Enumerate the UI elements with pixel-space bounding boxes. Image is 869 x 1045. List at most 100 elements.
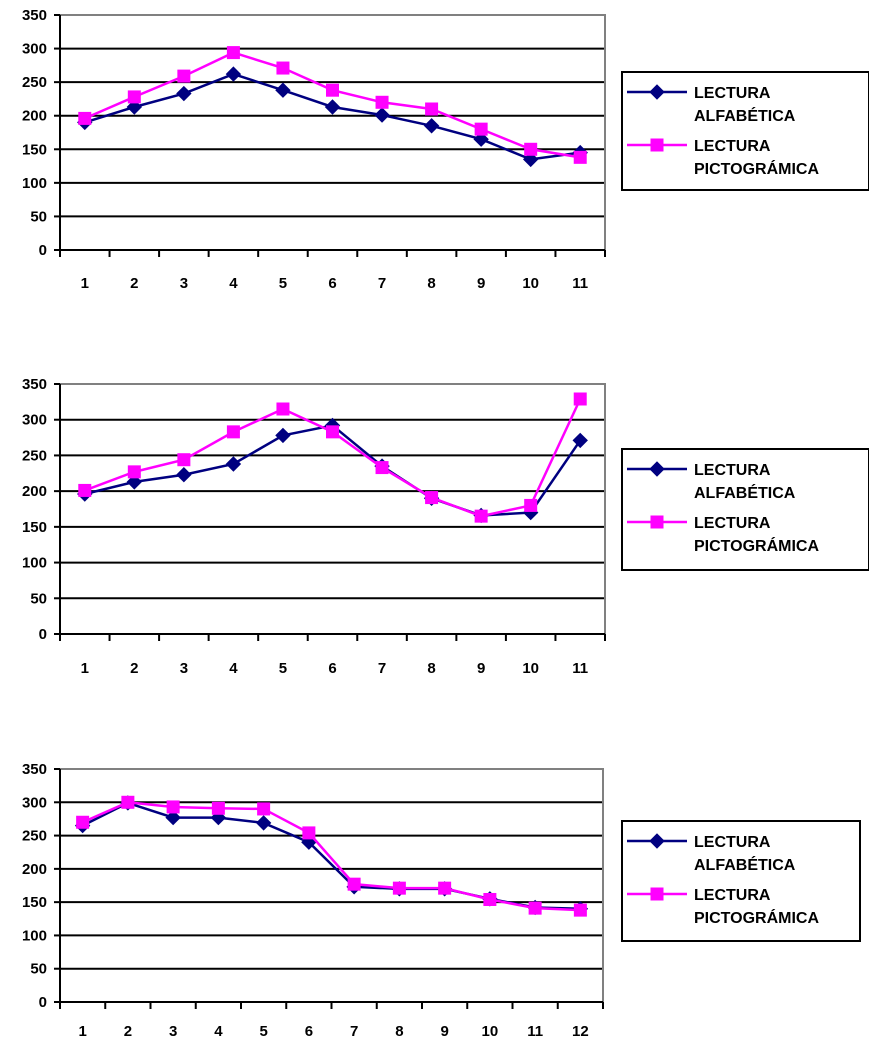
y-tick-label: 200 [22, 108, 47, 125]
x-tick-label: 2 [130, 275, 138, 292]
y-tick-label: 300 [22, 412, 47, 429]
data-point-pictogramica [127, 90, 141, 104]
data-point-alfabetica [176, 467, 192, 483]
data-point-pictogramica [76, 815, 90, 829]
x-tick-label: 4 [229, 660, 238, 677]
x-tick-label: 7 [350, 1023, 358, 1040]
y-tick-label: 300 [22, 794, 47, 811]
data-point-alfabetica [225, 66, 242, 82]
x-tick-label: 1 [81, 660, 89, 677]
series-line-pictogramica [84, 398, 582, 518]
data-point-pictogramica [573, 903, 587, 917]
data-point-pictogramica [524, 498, 538, 512]
legend-marker-square [650, 515, 664, 529]
legend-marker-square [650, 887, 664, 901]
y-tick-label: 50 [30, 590, 47, 607]
legend-marker-diamond [649, 84, 665, 100]
x-tick-label: 8 [427, 660, 435, 677]
data-point-pictogramica [326, 83, 339, 97]
legend-label: ALFABÉTICA [694, 483, 796, 502]
legend-label: LECTURA [694, 515, 771, 532]
x-tick-label: 9 [440, 1023, 448, 1040]
data-point-pictogramica [375, 95, 389, 109]
data-point-pictogramica [257, 802, 271, 816]
x-tick-label: 9 [477, 275, 485, 292]
plot-area [59, 14, 606, 251]
y-tick-label: 200 [22, 483, 47, 500]
y-tick-label: 350 [22, 7, 47, 24]
x-tick-label: 4 [229, 275, 238, 292]
data-point-pictogramica [425, 102, 439, 116]
data-point-alfabetica [423, 118, 440, 134]
y-tick-label: 50 [30, 208, 47, 225]
data-point-pictogramica [326, 425, 339, 439]
chart-svg-1: 0 50 100 150 200 250 300 350 1 2 3 4 5 6 7 8 9 10 11 LECTUR… [22, 7, 869, 292]
y-tick-label: 100 [22, 927, 47, 944]
y-tick-label: 100 [22, 175, 47, 192]
y-tick-label: 200 [22, 861, 47, 878]
x-tick-label: 11 [572, 660, 588, 677]
y-tick-label: 150 [22, 519, 47, 536]
data-point-alfabetica [126, 474, 143, 490]
y-tick-label: 350 [22, 761, 47, 778]
legend-label: LECTURA [694, 85, 771, 102]
data-point-pictogramica [375, 461, 389, 475]
data-point-pictogramica [276, 402, 290, 416]
data-point-pictogramica [483, 892, 497, 906]
y-tick-label: 250 [22, 447, 47, 464]
legend-label: LECTURA [694, 834, 771, 851]
x-tick-label: 11 [527, 1023, 543, 1040]
x-tick-label: 3 [180, 275, 188, 292]
chart-svg-2: 0 50 100 150 200 250 300 350 1 2 3 4 5 6 7 8 9 10 11 LECTUR… [22, 376, 869, 677]
data-point-pictogramica [226, 425, 240, 439]
y-tick-label: 250 [22, 74, 47, 91]
x-tick-label: 8 [395, 1023, 403, 1040]
x-tick-label: 3 [169, 1023, 177, 1040]
data-point-pictogramica [226, 46, 240, 60]
legend-label: PICTOGRÁMICA [694, 536, 819, 555]
data-point-pictogramica [276, 61, 290, 75]
data-point-pictogramica [177, 453, 191, 467]
x-tick-label: 12 [572, 1023, 589, 1040]
series-line-alfabetica [82, 801, 581, 911]
data-point-alfabetica [176, 85, 192, 102]
legend-label: ALFABÉTICA [694, 855, 796, 874]
data-point-alfabetica [275, 82, 291, 98]
data-point-pictogramica [347, 877, 361, 891]
x-tick-label: 8 [427, 275, 435, 292]
legend-marker-diamond [649, 461, 665, 477]
data-point-pictogramica [121, 795, 135, 809]
data-point-pictogramica [177, 69, 191, 83]
x-tick-label: 1 [81, 275, 89, 292]
x-tick-label: 4 [214, 1023, 223, 1040]
data-point-alfabetica [374, 107, 390, 123]
x-tick-label: 1 [78, 1023, 86, 1040]
data-point-pictogramica [573, 150, 587, 164]
y-tick-label: 100 [22, 555, 47, 572]
legend-label: LECTURA [694, 462, 771, 479]
y-tick-label: 0 [39, 242, 47, 259]
line-chart-1: 0 50 100 150 200 250 300 350 1 2 3 4 5 6 7 8 9 10 11 LECTUR… [0, 0, 869, 300]
y-tick-label: 150 [22, 141, 47, 158]
data-point-pictogramica [78, 483, 92, 497]
y-tick-label: 350 [22, 376, 47, 393]
x-tick-label: 2 [130, 660, 138, 677]
x-tick-label: 10 [482, 1023, 499, 1040]
legend-marker-diamond [649, 833, 665, 849]
x-tick-label: 10 [522, 275, 539, 292]
data-point-pictogramica [78, 111, 92, 125]
x-tick-label: 2 [124, 1023, 132, 1040]
y-tick-label: 0 [39, 994, 47, 1011]
x-tick-label: 3 [180, 660, 188, 677]
series-line-alfabetica [84, 424, 582, 517]
y-tick-label: 0 [39, 626, 47, 643]
y-tick-label: 300 [22, 41, 47, 58]
data-point-alfabetica [522, 151, 539, 168]
x-tick-label: 9 [477, 660, 485, 677]
x-tick-label: 5 [259, 1023, 267, 1040]
line-chart-2: 0 50 100 150 200 250 300 350 1 2 3 4 5 6 7 8 9 10 11 LECTUR… [0, 370, 869, 680]
data-point-alfabetica [473, 131, 489, 147]
x-tick-label: 6 [328, 275, 336, 292]
legend-label: LECTURA [694, 887, 771, 904]
